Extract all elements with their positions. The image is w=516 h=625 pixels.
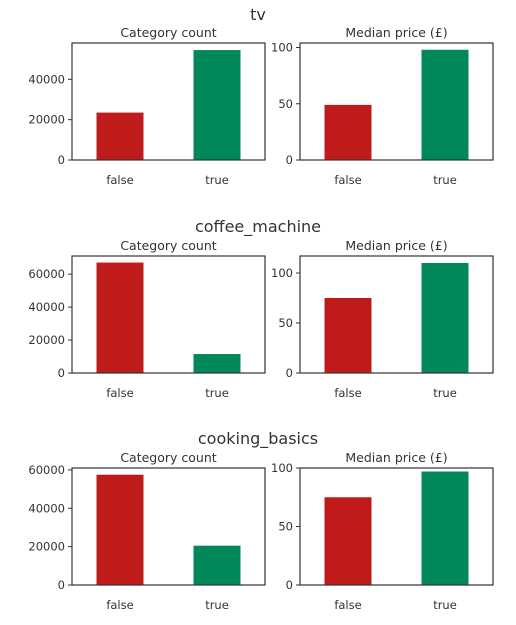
y-tick-label: 0 [286, 153, 293, 167]
x-tick-label: true [433, 173, 457, 187]
y-tick-label: 0 [286, 366, 293, 380]
x-tick-label: true [205, 598, 229, 612]
y-tick-label: 40000 [28, 300, 65, 314]
y-tick-label: 0 [58, 578, 65, 592]
y-tick-label: 20000 [28, 333, 65, 347]
y-tick-label: 40000 [28, 72, 65, 86]
bar-false [96, 474, 144, 585]
panel-title: Category count [120, 25, 216, 40]
plot-frame [71, 255, 266, 374]
x-tick-label: false [106, 386, 133, 400]
panel-title: Median price (£) [345, 238, 447, 253]
y-tick-label: 50 [278, 520, 293, 534]
y-tick-label: 100 [271, 461, 293, 475]
bar-false [324, 104, 372, 160]
y-tick-label: 20000 [28, 113, 65, 127]
x-tick-label: true [433, 386, 457, 400]
y-tick-label: 20000 [28, 540, 65, 554]
x-tick-label: false [334, 173, 361, 187]
panel-title: Category count [120, 450, 216, 465]
y-tick-label: 0 [58, 153, 65, 167]
panel-title: Category count [120, 238, 216, 253]
plot-frame [71, 467, 266, 586]
plot-frame [71, 42, 266, 161]
x-tick-label: false [334, 386, 361, 400]
panel-title: Median price (£) [345, 25, 447, 40]
x-tick-label: true [205, 386, 229, 400]
y-tick-label: 60000 [28, 463, 65, 477]
bar-true [421, 49, 469, 160]
x-tick-label: true [433, 598, 457, 612]
group-title: tv [250, 5, 266, 24]
bar-false [324, 298, 372, 373]
plot-frame [299, 42, 494, 161]
y-tick-label: 40000 [28, 501, 65, 515]
x-tick-label: false [334, 598, 361, 612]
group-title: coffee_machine [195, 217, 321, 237]
bar-true [193, 545, 241, 585]
x-tick-label: false [106, 598, 133, 612]
bar-false [96, 262, 144, 373]
y-tick-label: 50 [278, 316, 293, 330]
panel-title: Median price (£) [345, 450, 447, 465]
x-tick-label: false [106, 173, 133, 187]
y-tick-label: 60000 [28, 267, 65, 281]
y-tick-label: 0 [58, 366, 65, 380]
bar-true [193, 354, 241, 373]
y-tick-label: 100 [271, 41, 293, 55]
bar-true [421, 471, 469, 585]
y-tick-label: 0 [286, 578, 293, 592]
bar-false [324, 497, 372, 585]
bar-false [96, 112, 144, 160]
bar-true [193, 50, 241, 160]
x-tick-label: true [205, 173, 229, 187]
plot-frame [299, 255, 494, 374]
group-title: cooking_basics [198, 429, 318, 449]
bar-true [421, 263, 469, 373]
plot-frame [299, 467, 494, 586]
y-tick-label: 50 [278, 97, 293, 111]
y-tick-label: 100 [271, 266, 293, 280]
